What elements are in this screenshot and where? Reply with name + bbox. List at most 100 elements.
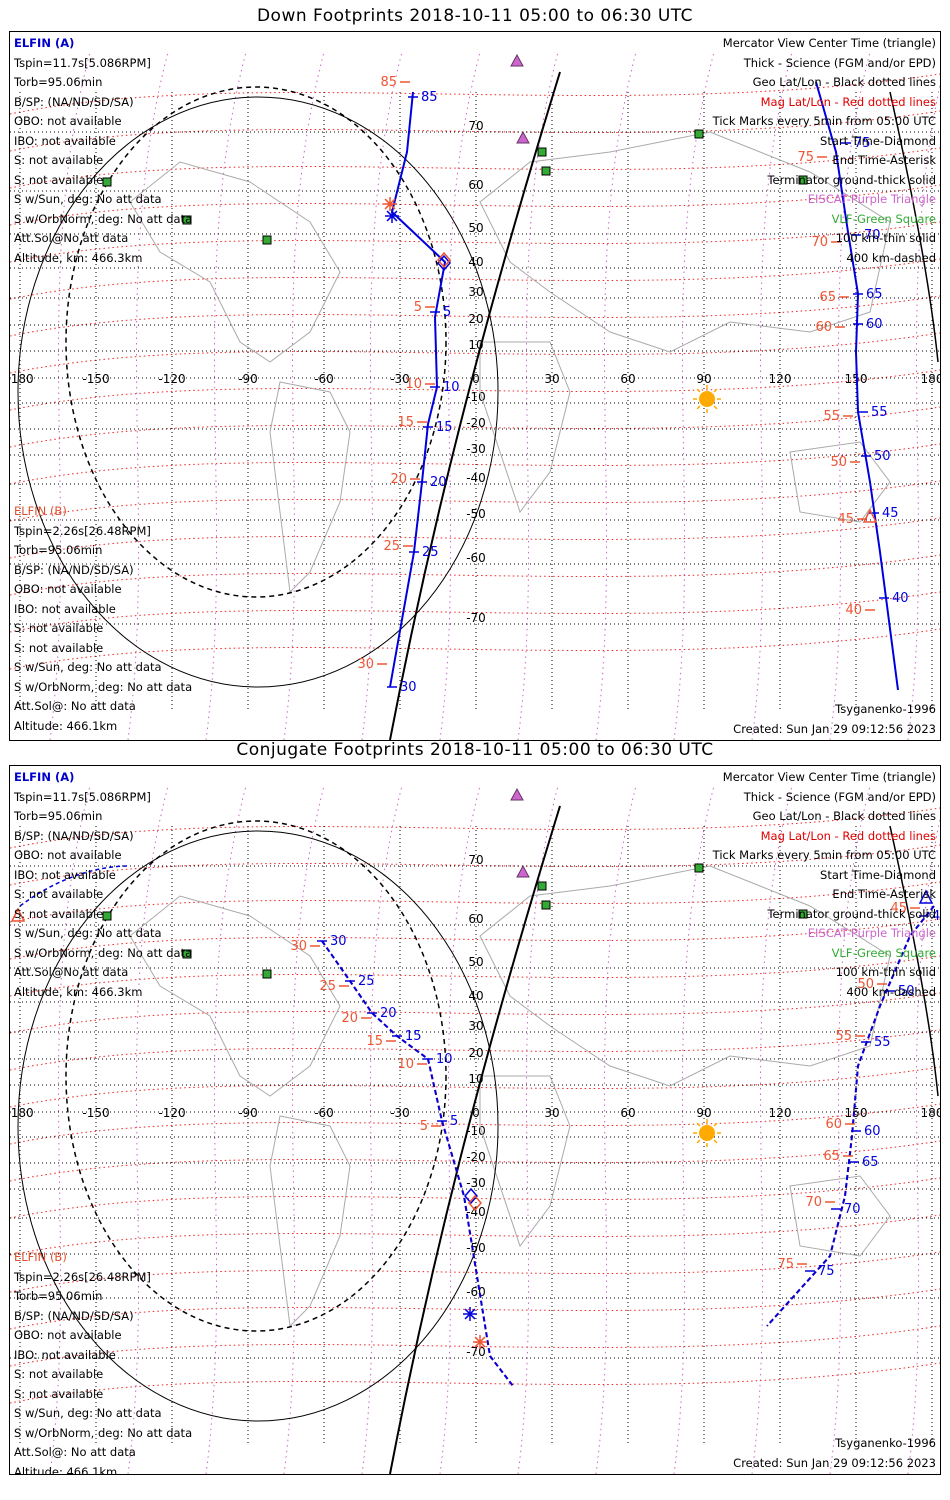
track-2-b-label: 50 <box>857 977 874 992</box>
lon-tick-label: 180 <box>921 1106 940 1120</box>
track-2-a-label: 45 <box>882 506 899 521</box>
model-label: Tsyganenko-1996 <box>835 702 936 716</box>
legend-item: EISCAT-Purple Triangle <box>807 926 936 940</box>
sat-a-line: S w/Sun, deg: No att data <box>14 192 162 206</box>
sat-a-name: ELFIN (A) <box>14 36 75 50</box>
lat-tick-label: 20 <box>468 1046 483 1060</box>
track-wrap-segment <box>19 865 129 907</box>
sun-ray <box>713 1139 718 1144</box>
track-2-b-label: 55 <box>823 409 840 424</box>
track-b-label: 85 <box>380 75 397 90</box>
track-b-label: 30 <box>357 657 374 672</box>
lat-tick-label: -30 <box>466 1176 486 1190</box>
lat-tick-label: -40 <box>466 1205 486 1219</box>
legend-item: 100 km-thin solid <box>835 231 936 245</box>
mag-lon-line <box>595 51 637 740</box>
coastline <box>479 1075 571 1248</box>
track-a-label: 15 <box>405 1029 422 1044</box>
vlf-square <box>102 177 112 187</box>
track-2-a-conjugate <box>766 905 935 1327</box>
start-diamond <box>468 1194 482 1212</box>
track-2-b-label: 40 <box>845 603 862 618</box>
legend-item: End Time-Asterisk <box>832 887 936 901</box>
center-time-triangle <box>862 508 878 523</box>
track-b-label: 15 <box>366 1034 383 1049</box>
track-2-a-label: 70 <box>864 228 881 243</box>
mag-lon-line <box>595 785 637 1474</box>
sat-a-info-conjugate: ELFIN (A) Tspin=11.7s[5.086RPM] Torb=95.… <box>14 768 192 1002</box>
legend-item: Geo Lat/Lon - Black dotted lines <box>752 809 936 823</box>
track-b-label: 5 <box>414 300 422 315</box>
panel-title-conjugate: Conjugate Footprints 2018-10-11 05:00 to… <box>236 740 714 760</box>
track-b-label: 5 <box>420 1119 428 1134</box>
vlf-square <box>102 911 112 921</box>
legend-item: Mag Lat/Lon - Red dotted lines <box>760 94 936 109</box>
lon-tick-label: -30 <box>390 1106 410 1120</box>
track-2-a-label: 75 <box>818 1264 835 1279</box>
track-2-b-label: 55 <box>835 1029 852 1044</box>
sat-b-line: B/SP: (NA/ND/SD/SA) <box>14 562 134 577</box>
lat-tick-label: 60 <box>468 912 483 926</box>
sat-a-line: S w/OrbNorm, deg: No att data <box>14 211 193 226</box>
sat-b-line: Altitude: 466.1km <box>14 1464 118 1475</box>
track-2-b-label: 60 <box>825 1117 842 1132</box>
created-label: Created: Sun Jan 29 09:12:56 2023 <box>733 722 936 736</box>
map-panel-down: -180-150-120-90-60-300306090120150180706… <box>9 31 941 741</box>
sat-b-line: Tspin=2.26s[26.48RPM] <box>14 1269 151 1284</box>
track-2-a-label: 70 <box>844 1202 861 1217</box>
lat-tick-label: 50 <box>468 221 483 235</box>
track-b-label: 15 <box>397 415 414 430</box>
sat-a-line: OBO: not available <box>14 114 122 128</box>
lon-tick-label: 90 <box>696 1106 711 1120</box>
track-a-label: 30 <box>330 934 347 949</box>
sat-a-line: S: not available <box>14 887 104 901</box>
legend-item: EISCAT-Purple Triangle <box>807 192 936 206</box>
track-a-down <box>389 91 447 688</box>
legend-item: End Time-Asterisk <box>832 153 936 167</box>
track-2-b-label: 65 <box>823 1149 840 1164</box>
sat-a-line: Tspin=11.7s[5.086RPM] <box>14 55 151 70</box>
lon-tick-label: 120 <box>769 372 792 386</box>
sat-b-info-down: ELFIN (B) Tspin=2.26s[26.48RPM] Torb=95.… <box>14 502 192 736</box>
sun-ray <box>713 1122 718 1127</box>
sat-a-line: Tspin=11.7s[5.086RPM] <box>14 789 151 804</box>
lon-tick-label: -90 <box>238 1106 258 1120</box>
lat-tick-label: 60 <box>468 178 483 192</box>
start-diamond <box>437 251 451 269</box>
lon-tick-label: -150 <box>82 1106 109 1120</box>
track-2-b-label: 45 <box>837 512 854 527</box>
field-of-view-100km <box>17 96 499 688</box>
sat-a-line: Altitude, km: 466.3km <box>14 250 143 265</box>
lon-tick-label: -180 <box>10 1106 34 1120</box>
sat-b-line: B/SP: (NA/ND/SD/SA) <box>14 1308 134 1323</box>
track-a-label: 5 <box>450 1114 458 1129</box>
sat-b-name: ELFIN (B) <box>14 1250 67 1264</box>
coastline <box>479 341 571 514</box>
coastline <box>789 441 891 523</box>
lat-tick-label: -20 <box>466 1150 486 1164</box>
vlf-square <box>262 235 272 245</box>
end-asterisk <box>464 1308 476 1320</box>
legend-conjugate: Mercator View Center Time (triangle) Thi… <box>713 768 936 1002</box>
map-canvas-conjugate: -180 -150 -120 -90 -60 -30 0 30 60 90 120 150 180 70 6… <box>10 785 940 1474</box>
track-a-label: 25 <box>358 974 375 989</box>
track-2-b-label: 70 <box>811 235 828 250</box>
terminator-line <box>389 71 561 740</box>
sun-icon <box>699 391 715 407</box>
sat-b-line: Torb=95.06min <box>14 543 103 557</box>
coastline <box>479 131 891 353</box>
track-2-a-label: 65 <box>866 287 883 302</box>
coastline <box>129 161 341 363</box>
track-b-label: 30 <box>290 939 307 954</box>
lon-tick-label: 150 <box>845 1106 868 1120</box>
lat-tick-label: -60 <box>466 551 486 565</box>
model-label: Tsyganenko-1996 <box>835 1436 936 1450</box>
end-asterisk <box>474 1336 486 1348</box>
track-2-a-label: 75 <box>854 136 871 151</box>
center-time-triangle <box>10 907 26 922</box>
sat-b-line: IBO: not available <box>14 601 116 616</box>
track-b-label: 20 <box>341 1011 358 1026</box>
track-2-b-label: 70 <box>805 1195 822 1210</box>
track-a-label: 10 <box>436 1052 453 1067</box>
end-asterisk <box>386 210 398 222</box>
